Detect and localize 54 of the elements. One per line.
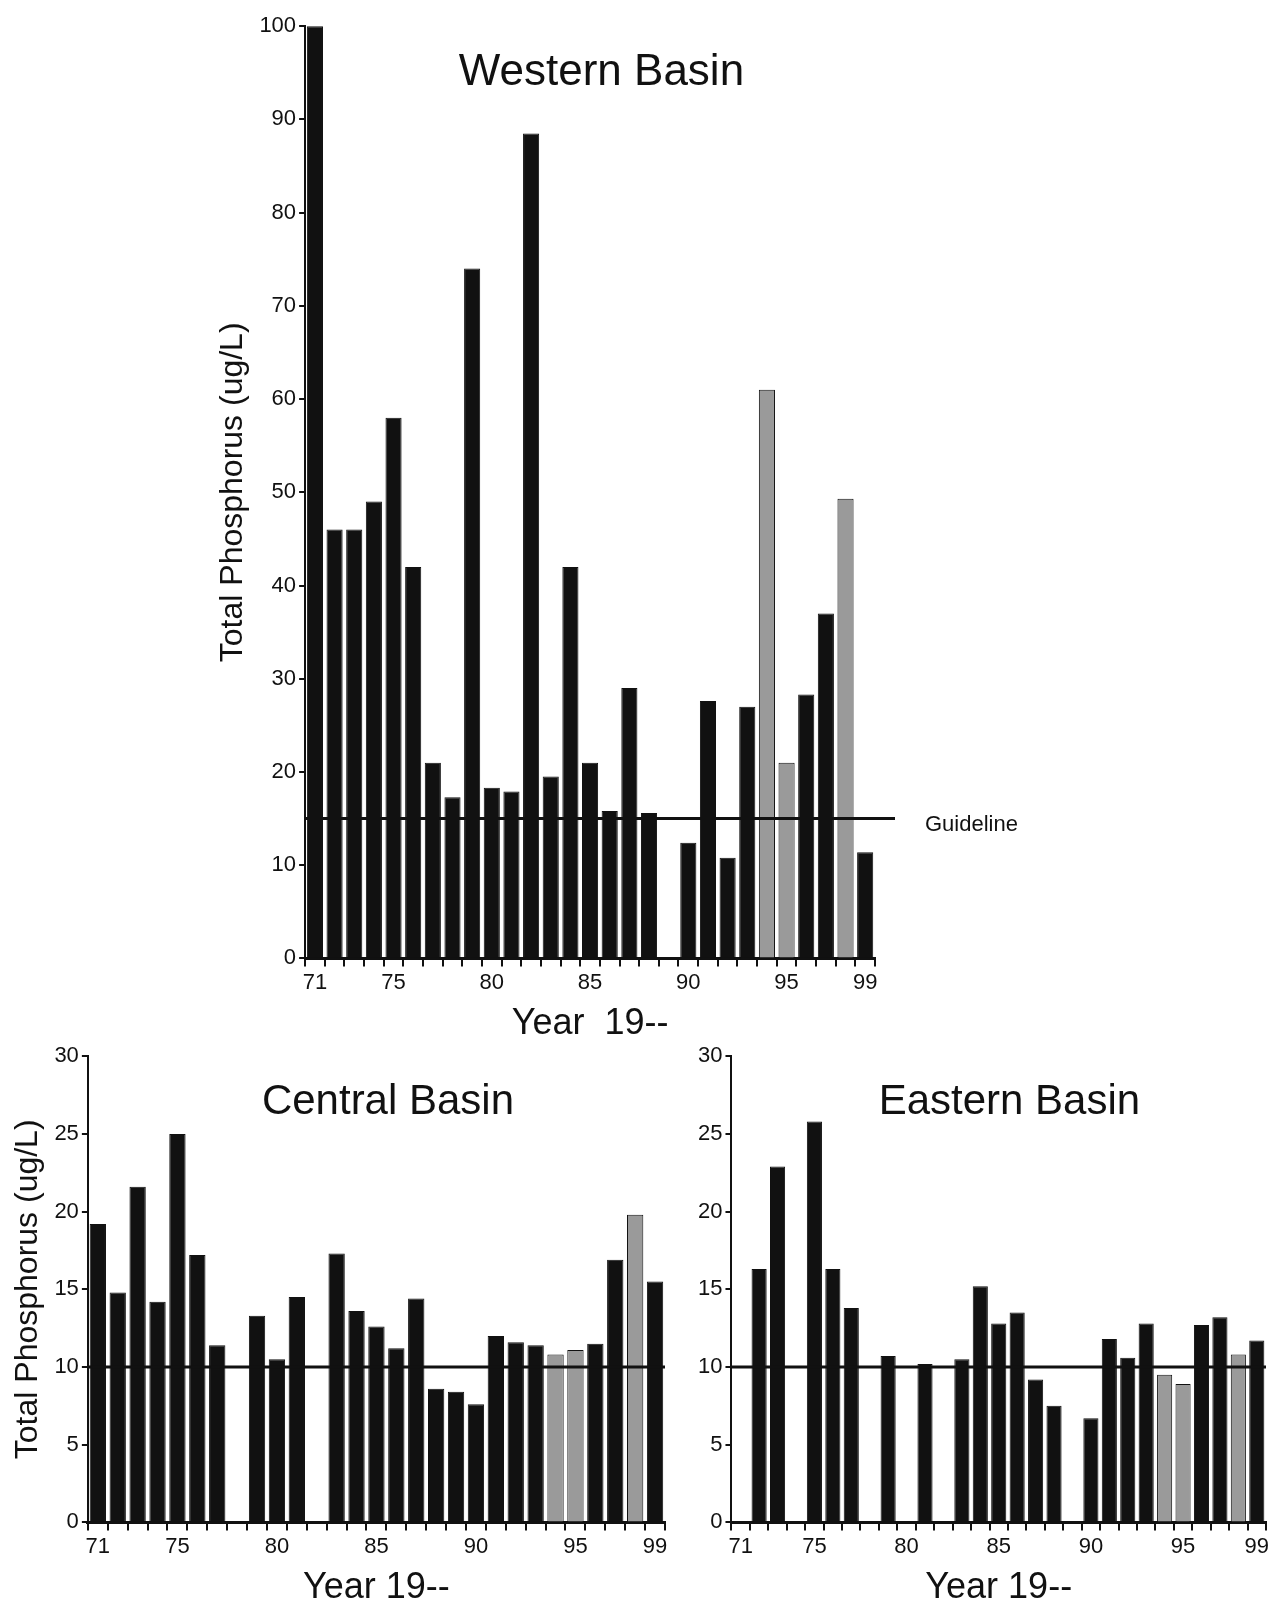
y-tick-label: 100 bbox=[259, 12, 297, 38]
x-tick-label: 99 bbox=[852, 968, 878, 994]
y-tick-label: 15 bbox=[697, 1275, 723, 1301]
y-tick-label: 0 bbox=[283, 944, 297, 970]
x-tick-label: 85 bbox=[986, 1532, 1011, 1558]
x-axis-title: Year 19-- bbox=[925, 1565, 1073, 1607]
x-tick-label: 99 bbox=[642, 1532, 668, 1558]
x-tick-label: 95 bbox=[563, 1532, 588, 1558]
x-tick-label: 75 bbox=[802, 1532, 827, 1558]
y-tick-label: 40 bbox=[271, 571, 297, 597]
y-tick-label: 5 bbox=[66, 1430, 79, 1456]
x-tick-label: 71 bbox=[85, 1532, 111, 1558]
x-tick-label: 85 bbox=[577, 968, 603, 994]
y-axis-title: Total Phosphorus (ug/L) bbox=[8, 1119, 45, 1460]
x-tick-label: 85 bbox=[364, 1532, 389, 1558]
y-tick-label: 0 bbox=[66, 1508, 79, 1534]
x-axis-title: Year 19-- bbox=[511, 1001, 669, 1043]
chart-title: Western Basin bbox=[458, 45, 745, 95]
x-tick-label: 90 bbox=[1078, 1532, 1104, 1558]
x-tick-label: 99 bbox=[1244, 1532, 1270, 1558]
x-tick-label: 90 bbox=[463, 1532, 489, 1558]
x-tick-label: 95 bbox=[1170, 1532, 1196, 1558]
x-tick-label: 71 bbox=[728, 1532, 753, 1558]
y-tick-label: 50 bbox=[271, 478, 297, 504]
x-tick-label: 95 bbox=[774, 968, 799, 994]
x-axis-title: Year 19-- bbox=[303, 1565, 450, 1607]
y-axis-title: Total Phosphorus (ug/L) bbox=[213, 322, 250, 663]
x-tick-label: 80 bbox=[894, 1532, 919, 1558]
y-tick-label: 90 bbox=[271, 105, 297, 131]
x-tick-label: 80 bbox=[479, 968, 505, 994]
y-tick-label: 70 bbox=[271, 291, 297, 317]
text: Central Basin bbox=[261, 1075, 515, 1123]
text: Eastern Basin bbox=[878, 1075, 1141, 1123]
y-tick-label: 20 bbox=[54, 1197, 79, 1223]
y-tick-label: 25 bbox=[54, 1119, 79, 1145]
y-tick-label: 60 bbox=[271, 385, 297, 411]
x-tick-label: 90 bbox=[676, 968, 701, 994]
y-tick-label: 30 bbox=[697, 1042, 723, 1068]
y-tick-label: 30 bbox=[271, 664, 297, 690]
x-tick-label: 75 bbox=[381, 968, 406, 994]
y-tick-label: 30 bbox=[54, 1042, 79, 1068]
x-tick-label: 71 bbox=[302, 968, 328, 994]
y-tick-label: 0 bbox=[710, 1508, 723, 1534]
y-tick-label: 15 bbox=[54, 1275, 79, 1301]
y-tick-label: 25 bbox=[697, 1119, 723, 1145]
y-tick-label: 10 bbox=[697, 1353, 723, 1379]
x-tick-label: 75 bbox=[165, 1532, 190, 1558]
y-tick-label: 80 bbox=[271, 198, 297, 224]
y-tick-label: 20 bbox=[697, 1197, 723, 1223]
y-tick-label: 5 bbox=[710, 1430, 723, 1456]
y-tick-label: 10 bbox=[271, 851, 297, 877]
y-tick-label: 20 bbox=[271, 758, 297, 784]
ref-line-label: Guideline bbox=[925, 810, 1018, 836]
y-tick-label: 10 bbox=[54, 1353, 79, 1379]
